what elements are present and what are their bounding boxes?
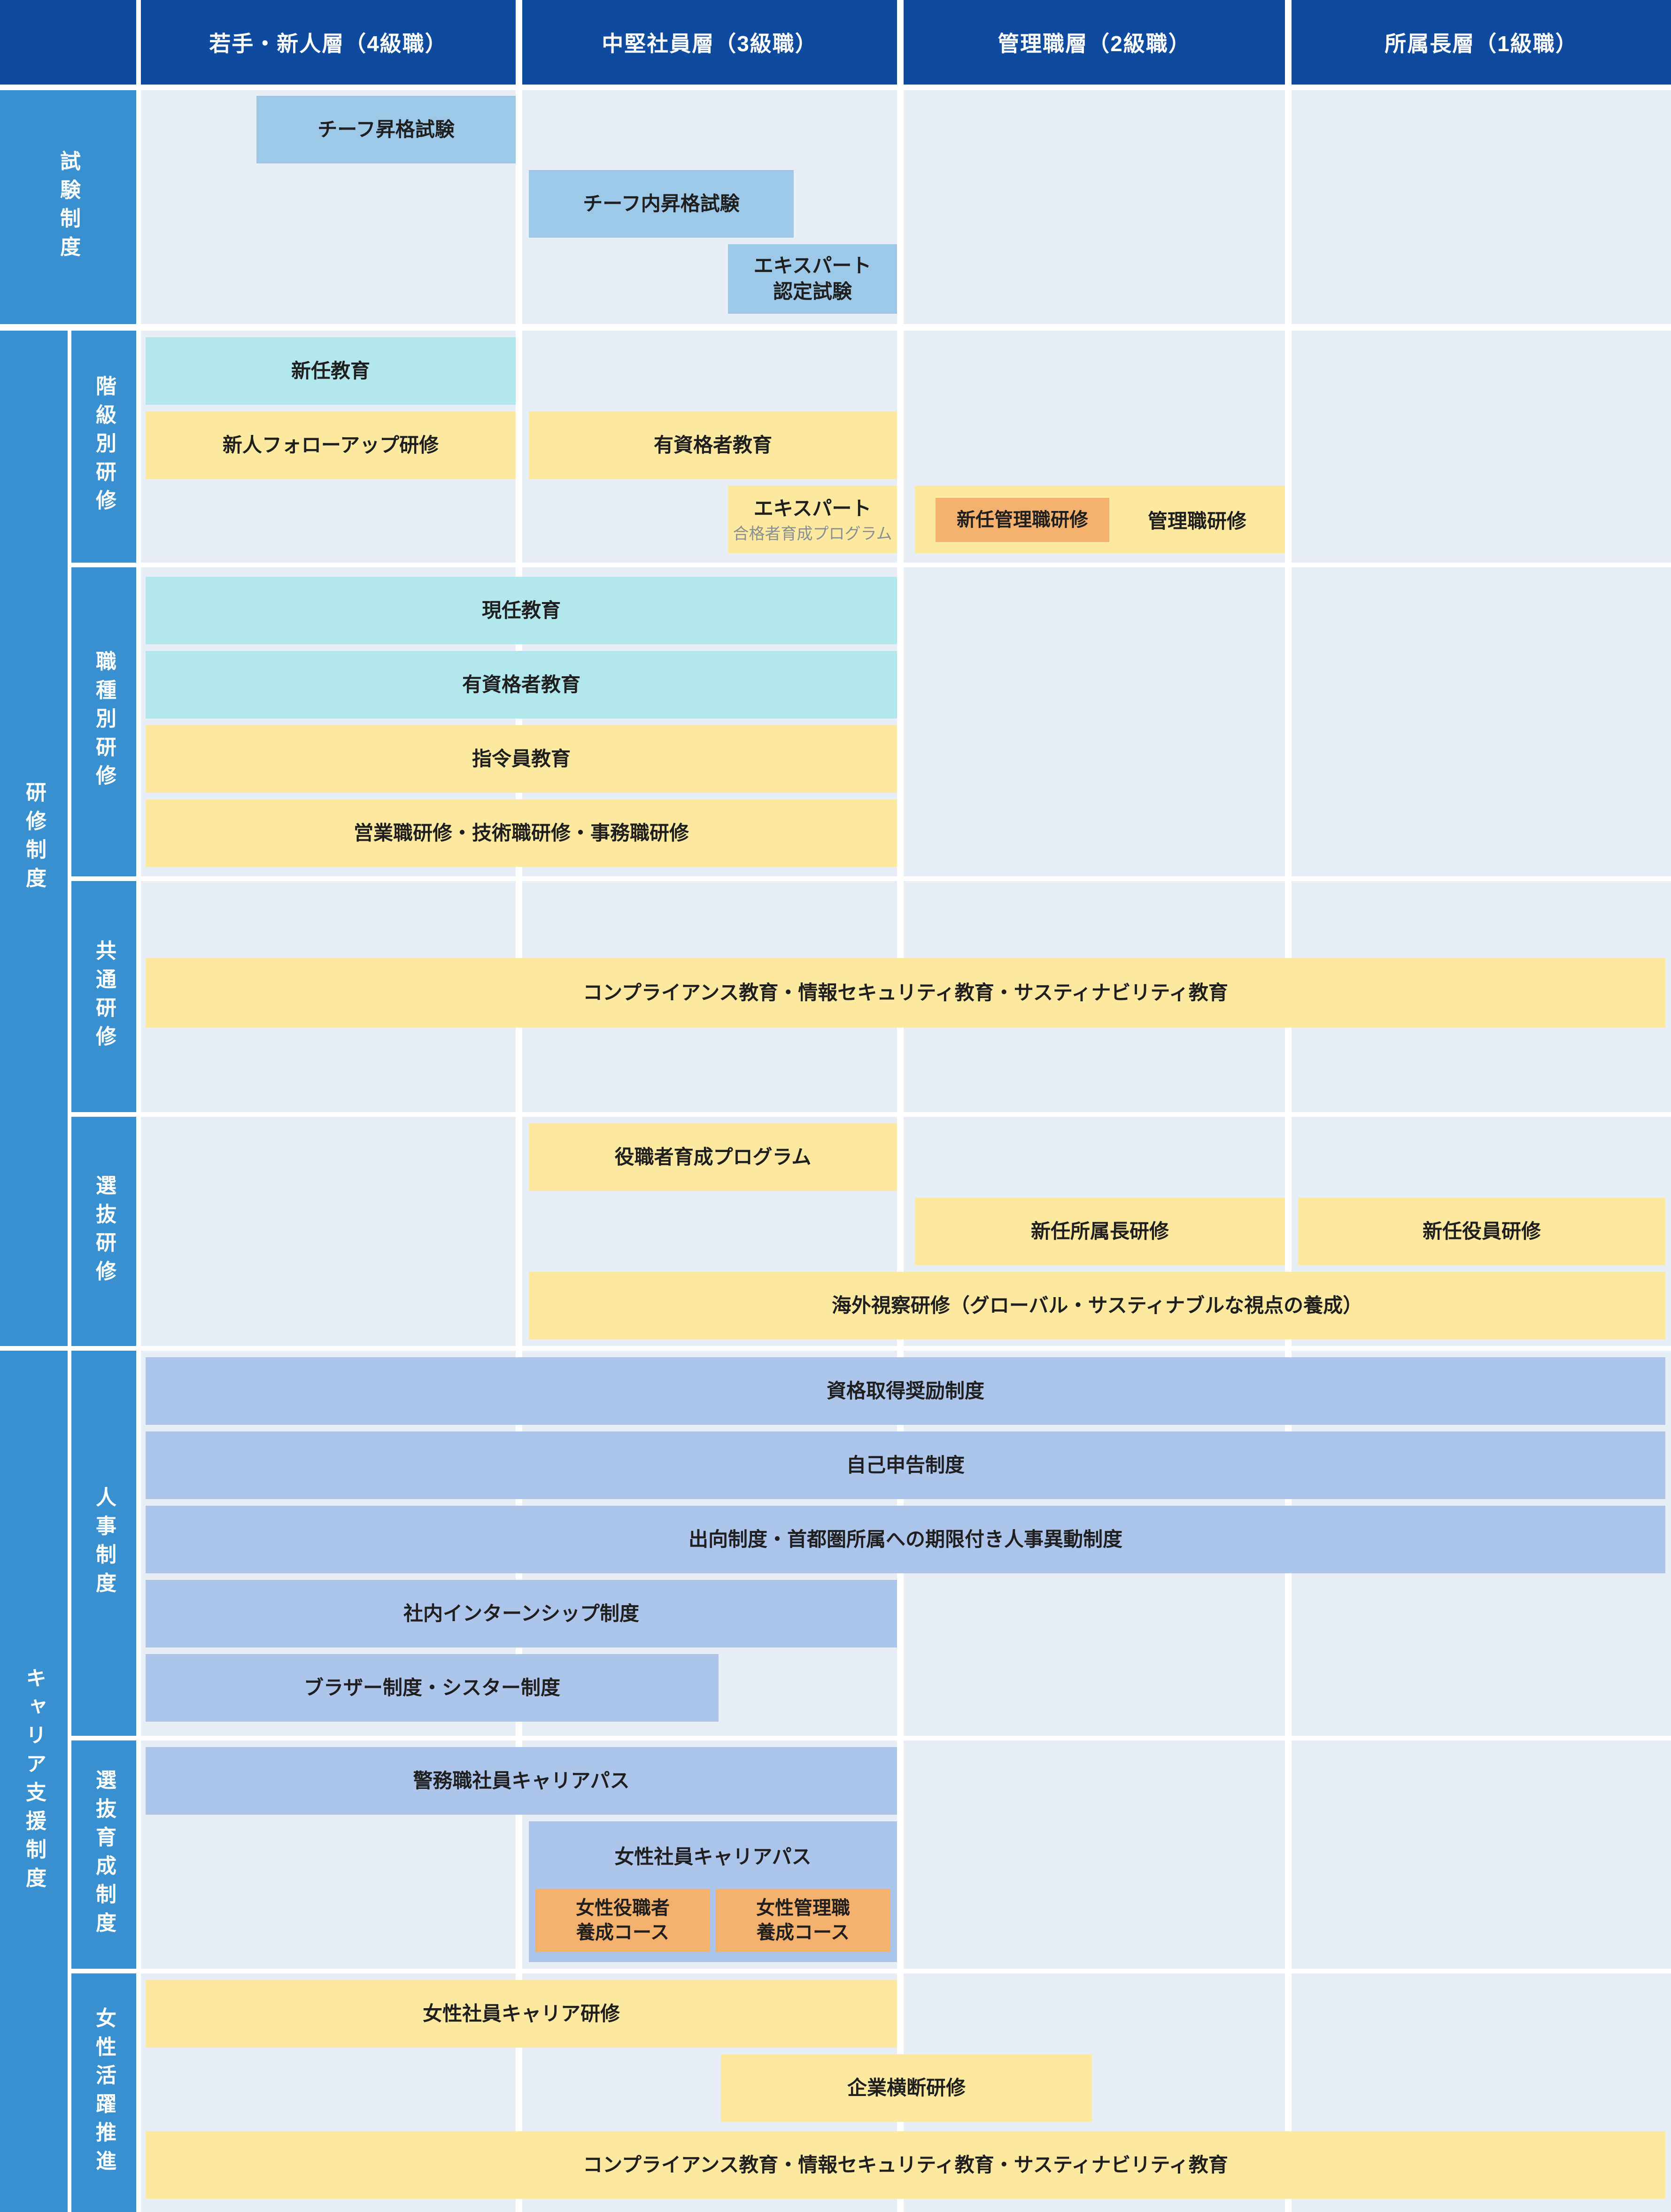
bar-self-reporting-system: 自己申告制度 <box>146 1431 1665 1499</box>
bar-new-department-head-training: 新任所属長研修 <box>915 1198 1285 1265</box>
rail-job-training: 職種別研修 <box>71 567 136 876</box>
bar-internal-internship-system: 社内インターンシップ制度 <box>146 1580 897 1647</box>
rail-selective-development: 選抜育成制度 <box>71 1740 136 1969</box>
rail-common-training: 共通研修 <box>71 881 136 1112</box>
bar-commander-education: 指令員教育 <box>146 725 897 793</box>
manager-training-label: 管理職研修 <box>1147 510 1246 532</box>
bar-security-staff-career-path: 警務職社員キャリアパス <box>146 1747 897 1815</box>
bar-chief-internal-promotion-exam: チーフ内昇格試験 <box>529 170 794 238</box>
bar-new-officer-training: 新任役員研修 <box>1298 1198 1665 1265</box>
female-staff-career-path-label: 女性社員キャリアパス <box>614 1845 812 1868</box>
bar-new-manager-training: 新任管理職研修 <box>936 498 1109 542</box>
grid-cell <box>1292 1740 1671 1969</box>
rail-career-support: キャリア支援制度 <box>0 1351 68 2212</box>
expert-program-title: エキスパート <box>753 497 872 519</box>
bar-new-appointee-education: 新任教育 <box>146 337 516 405</box>
bar-manager-training-group: 新任管理職研修 管理職研修 <box>915 486 1285 553</box>
grid-cell <box>1292 567 1671 876</box>
bar-qualified-education-rank: 有資格者教育 <box>529 411 897 479</box>
bar-overseas-inspection-training: 海外視察研修（グローバル・サスティナブルな視点の養成） <box>529 1272 1665 1339</box>
bar-secondment-system: 出向制度・首都圏所属への期限付き人事異動制度 <box>146 1506 1665 1573</box>
bar-expert-graduate-program: エキスパート 合格者育成プログラム <box>728 486 897 553</box>
bar-incumbent-education: 現任教育 <box>146 577 897 644</box>
rail-hr-system: 人事制度 <box>71 1351 136 1736</box>
rail-exam-system: 試験制度 <box>0 90 136 324</box>
header-corner <box>0 0 136 85</box>
bar-qualified-education-job: 有資格者教育 <box>146 651 897 719</box>
bar-newcomer-followup-training: 新人フォローアップ研修 <box>146 411 516 479</box>
header-column-grade1: 所属長層（1級職） <box>1292 0 1671 85</box>
bar-compliance-education-women: コンプライアンス教育・情報セキュリティ教育・サスティナビリティ教育 <box>146 2131 1665 2199</box>
header-column-grade3: 中堅社員層（3級職） <box>522 0 897 85</box>
expert-program-subtitle: 合格者育成プログラム <box>733 525 892 543</box>
grid-cell <box>1292 331 1671 563</box>
bar-female-staff-career-training: 女性社員キャリア研修 <box>146 1980 897 2048</box>
rail-selective-training: 選抜研修 <box>71 1117 136 1346</box>
rail-training-system: 研修制度 <box>0 331 68 1346</box>
bar-cross-company-training: 企業横断研修 <box>721 2054 1092 2122</box>
grid-cell <box>1292 90 1671 324</box>
bar-female-staff-career-path-group: 女性社員キャリアパス 女性役職者 養成コース 女性管理職 養成コース <box>529 1821 897 1962</box>
rail-rank-training: 階級別研修 <box>71 331 136 563</box>
bar-compliance-education-common: コンプライアンス教育・情報セキュリティ教育・サスティナビリティ教育 <box>146 958 1665 1028</box>
grid-cell <box>904 567 1285 876</box>
header-column-grade4: 若手・新人層（4級職） <box>141 0 516 85</box>
bar-female-manager-course: 女性管理職 養成コース <box>716 1889 890 1952</box>
bar-chief-promotion-exam: チーフ昇格試験 <box>256 96 516 163</box>
grid-cell <box>141 1117 516 1346</box>
bar-female-executive-course: 女性役職者 養成コース <box>535 1889 710 1952</box>
grid-cell <box>904 90 1285 324</box>
header-column-grade2: 管理職層（2級職） <box>904 0 1285 85</box>
bar-brother-sister-system: ブラザー制度・シスター制度 <box>146 1654 719 1722</box>
bar-qualification-incentive-system: 資格取得奨励制度 <box>146 1357 1665 1425</box>
rail-women-advancement: 女性活躍推進 <box>71 1973 136 2212</box>
bar-expert-certification-exam: エキスパート 認定試験 <box>728 244 897 314</box>
bar-sales-tech-office-training: 営業職研修・技術職研修・事務職研修 <box>146 799 897 867</box>
grid-cell <box>904 1740 1285 1969</box>
bar-executive-development-program: 役職者育成プログラム <box>529 1123 897 1191</box>
